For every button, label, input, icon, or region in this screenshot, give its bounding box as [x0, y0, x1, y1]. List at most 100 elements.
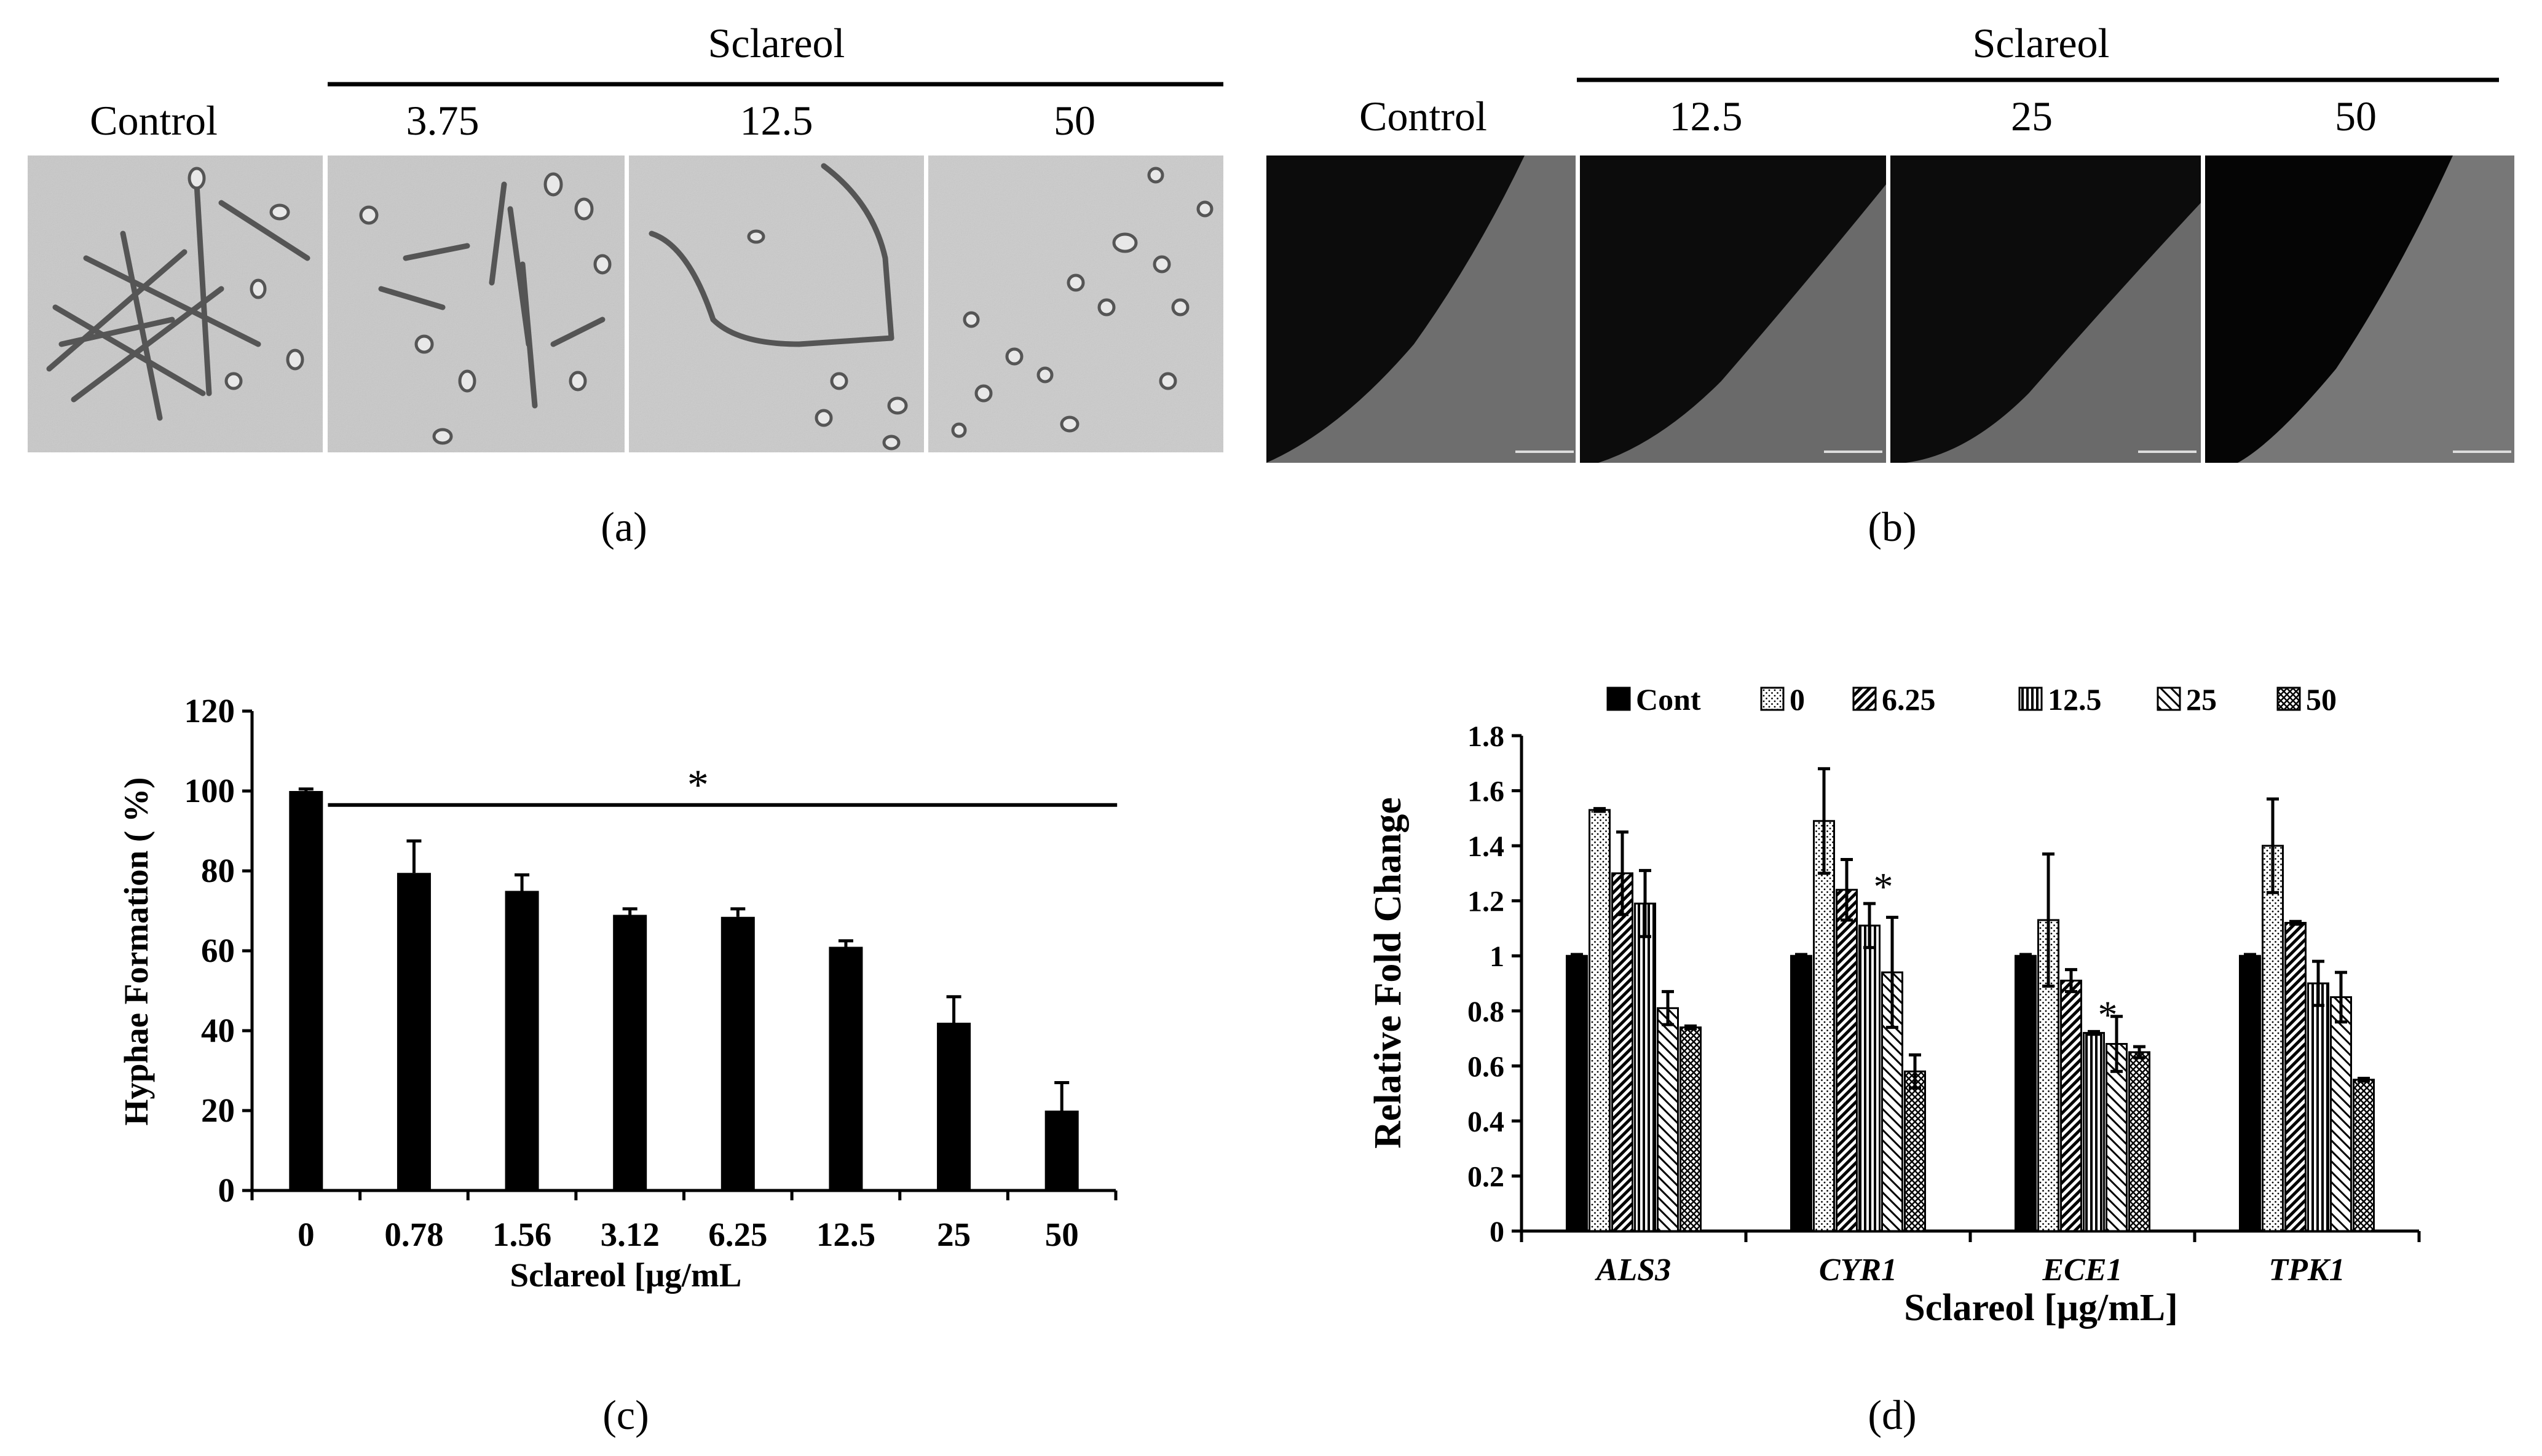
y-tick-label: 40 [201, 1012, 235, 1049]
bar [2083, 1032, 2105, 1232]
bar [2353, 1079, 2375, 1232]
x-tick-label: 0 [298, 1216, 315, 1253]
chart-c-plot-area: 0 20 40 60 80 100 120 0 0.78 1.56 3.12 6.25 12.5 25 50… [184, 692, 1118, 1253]
panel-a-column-label: Control [90, 97, 218, 144]
bar [2262, 844, 2284, 1232]
legend-label: 0 [1790, 682, 1805, 717]
significance-mark: * [687, 761, 709, 809]
panel-b-column-label: 50 [2335, 93, 2377, 140]
panel-b: Sclareol Control 12.5 25 50 (b) [1266, 20, 2514, 550]
y-tick-label: 60 [201, 932, 235, 969]
x-tick-label: 1.56 [492, 1216, 551, 1253]
y-tick-label: 1.4 [1467, 830, 1504, 863]
bar [2128, 1051, 2150, 1232]
bar [505, 891, 539, 1190]
bar [1680, 1026, 1702, 1232]
bar [1790, 954, 1812, 1232]
bar [1566, 954, 1588, 1232]
y-tick-label: 1.8 [1467, 720, 1504, 753]
bar [1611, 872, 1633, 1232]
panel-a-caption: (a) [601, 503, 647, 550]
y-tick-label: 20 [201, 1092, 235, 1129]
x-tick-label: 3.12 [601, 1216, 660, 1253]
y-tick-label: 0.6 [1467, 1050, 1504, 1083]
y-tick-label: 80 [201, 852, 235, 889]
bar [2060, 980, 2082, 1232]
legend-label: 50 [2306, 682, 2337, 717]
bar [1813, 820, 1835, 1232]
bar [1836, 889, 1858, 1232]
y-tick-label: 0.2 [1467, 1160, 1504, 1193]
x-tick-label: 0.78 [384, 1216, 443, 1253]
chart-d-caption: (d) [1868, 1391, 1916, 1438]
y-tick-label: 1.6 [1467, 776, 1504, 808]
bar [397, 873, 431, 1190]
chart-d-ylabel: Relative Fold Change [1367, 797, 1409, 1149]
micrograph-a-12.5 [629, 155, 924, 452]
panel-b-caption: (b) [1868, 503, 1916, 550]
chart-d: Relative Fold Change Sclareol [μg/mL] (d… [1367, 682, 2421, 1438]
x-tick-label: 6.25 [708, 1216, 767, 1253]
significance-mark: * [1874, 865, 1893, 908]
micrograph-a-3.75 [328, 155, 625, 452]
micrograph-b-50 [2205, 155, 2514, 463]
y-tick-label: 100 [184, 772, 235, 809]
legend-swatch [1760, 687, 1785, 711]
legend-label: Cont [1636, 682, 1701, 717]
panel-a-column-label: 50 [1054, 97, 1095, 144]
significance-mark: * [2098, 993, 2118, 1036]
bar [1657, 1007, 1679, 1232]
x-tick-label: TPK1 [2268, 1253, 2345, 1288]
y-tick-label: 1.2 [1467, 886, 1504, 918]
chart-c-caption: (c) [602, 1391, 649, 1438]
bar [937, 1023, 971, 1190]
y-tick-label: 0 [1490, 1216, 1504, 1248]
bar [2307, 982, 2329, 1232]
legend-label: 25 [2186, 682, 2217, 717]
bar [2239, 954, 2261, 1232]
bar [720, 916, 755, 1190]
chart-c: Hyphae Formation ( %) Sclareol [μg/mL (c… [117, 692, 1118, 1438]
y-tick-label: 120 [184, 692, 235, 730]
chart-c-xlabel: Sclareol [μg/mL [510, 1256, 742, 1294]
x-tick-label: 12.5 [816, 1216, 875, 1253]
bar [613, 915, 647, 1190]
legend-swatch [2276, 687, 2301, 711]
legend-swatch [2157, 687, 2181, 711]
chart-d-legend: Cont 0 6.25 12.5 25 50 [1606, 682, 2337, 717]
micrograph-b-12.5 [1580, 155, 1886, 463]
panel-b-group-label: Sclareol [1973, 20, 2110, 66]
bar [1904, 1070, 1926, 1232]
bar [1858, 924, 1881, 1232]
x-tick-label: CYR1 [1819, 1253, 1897, 1288]
y-tick-label: 0.4 [1467, 1106, 1504, 1138]
panel-b-column-label: 25 [2011, 93, 2053, 140]
bar [1044, 1111, 1079, 1190]
x-tick-label: 25 [937, 1216, 971, 1253]
panel-a-column-label: 12.5 [740, 97, 813, 144]
bar [2330, 996, 2352, 1232]
legend-label: 6.25 [1882, 682, 1936, 717]
micrograph-a-50 [928, 155, 1223, 452]
legend-label: 12.5 [2048, 682, 2102, 717]
panel-a-group-label: Sclareol [708, 20, 845, 66]
chart-d-xlabel: Sclareol [μg/mL] [1904, 1287, 2178, 1329]
y-tick-label: 0 [218, 1171, 235, 1209]
bar [2015, 954, 2037, 1232]
y-tick-label: 1 [1490, 940, 1504, 973]
legend-swatch [2018, 687, 2043, 711]
bar [829, 946, 863, 1190]
x-tick-label: ALS3 [1595, 1253, 1671, 1288]
micrograph-b-control [1266, 155, 1576, 463]
micrograph-b-25 [1890, 155, 2201, 463]
y-tick-label: 0.8 [1467, 996, 1504, 1028]
panel-a-column-label: 3.75 [406, 97, 480, 144]
legend-swatch [1852, 687, 1877, 711]
bar [2284, 921, 2307, 1232]
x-tick-label: 50 [1045, 1216, 1079, 1253]
micrograph-a-control [28, 155, 323, 452]
bar [1634, 902, 1656, 1232]
chart-d-plot-area: 0 0.2 0.4 0.6 0.8 1 1.2 1.4 1.6 1.8 ALS3 CYR1 ECE1 TP… [1467, 720, 2421, 1288]
panel-b-column-label: Control [1359, 93, 1487, 140]
